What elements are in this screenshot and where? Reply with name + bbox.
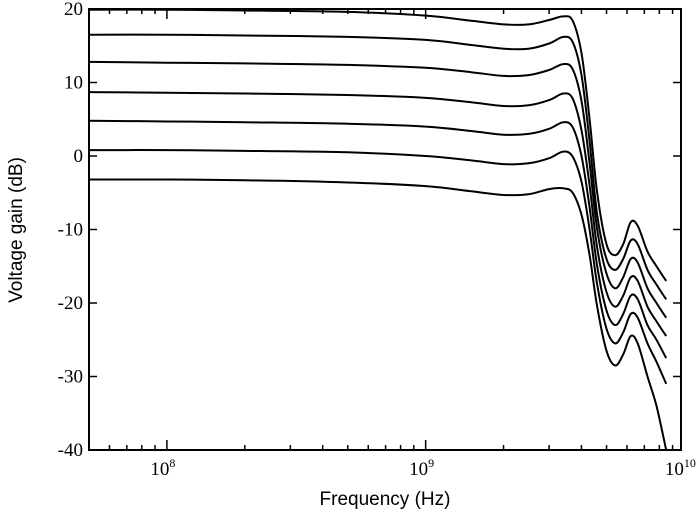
series-line-2 [88, 33, 668, 300]
x-tick-label: 108 [150, 456, 175, 480]
y-tick-label: 20 [64, 0, 83, 20]
series-curves [88, 8, 668, 451]
series-line-6 [88, 149, 668, 385]
y-axis: 20 10 0 -10 -20 -30 -40 [58, 0, 681, 461]
y-tick-label: 10 [64, 73, 83, 94]
series-line-3 [88, 60, 668, 319]
y-tick-label: -30 [58, 367, 83, 388]
x-axis-title: Frequency (Hz) [320, 489, 451, 510]
x-tick-label: 1010 [665, 456, 696, 480]
series-line-4 [88, 91, 668, 337]
x-axis: 108 109 1010 [88, 9, 696, 480]
series-line-1 [88, 8, 668, 282]
x-tick-label: 109 [409, 456, 434, 480]
y-axis-title: Voltage gain (dB) [6, 157, 27, 303]
y-tick-label: 0 [74, 146, 84, 167]
y-tick-label: -40 [58, 440, 83, 461]
series-line-7 [88, 178, 668, 451]
y-tick-label: -20 [58, 293, 83, 314]
series-line-5 [88, 119, 668, 359]
y-tick-label: -10 [58, 220, 83, 241]
